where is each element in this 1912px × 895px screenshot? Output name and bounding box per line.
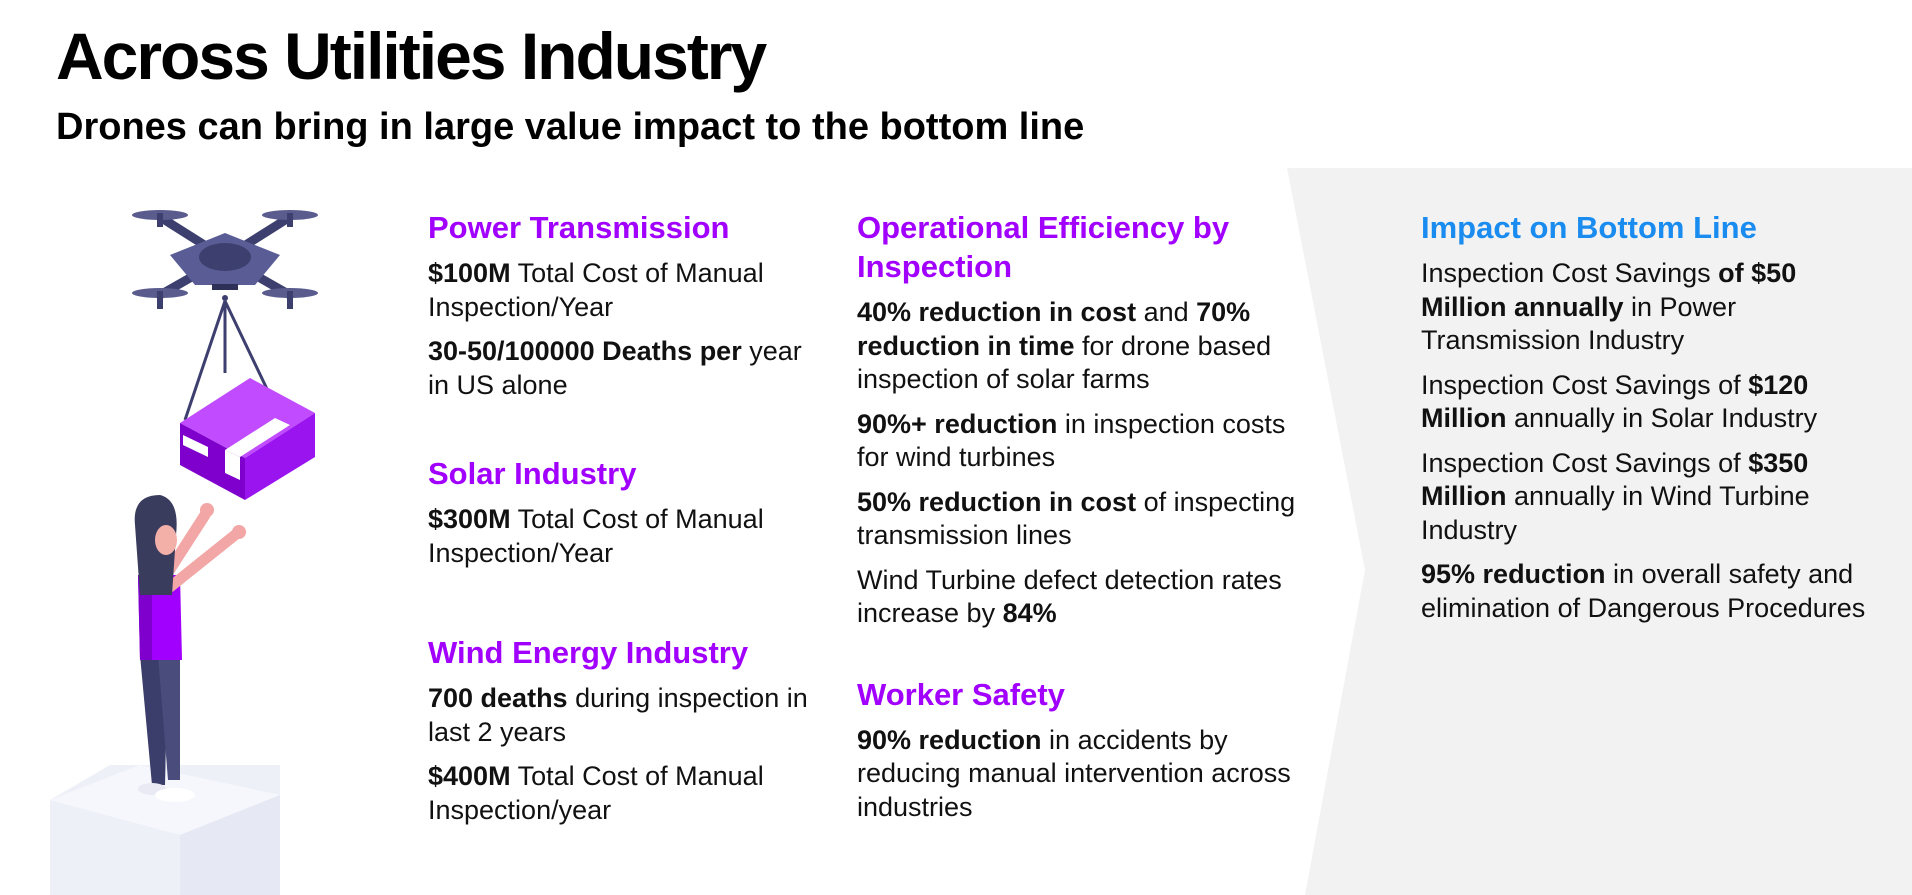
wind-turbine-reduction-text: 90%+ reduction in inspection costs for w… — [857, 408, 1286, 473]
solar-savings-text: Inspection Cost Savings of $120 Million … — [1421, 369, 1818, 434]
transmission-reduction-text: 50% reduction in cost of inspecting tran… — [857, 486, 1296, 551]
wind-cost-text: $400M Total Cost of Manual Inspection/ye… — [428, 761, 764, 825]
person-icon — [134, 495, 246, 802]
solar-industry-heading: Solar Industry — [428, 456, 637, 491]
bottom-line-heading: Impact on Bottom Line — [1421, 210, 1757, 245]
solar-reduction-text: 40% reduction in cost and 70% reduction … — [857, 297, 1272, 394]
solar-cost-text: $300M Total Cost of Manual Inspection/Ye… — [428, 504, 764, 568]
wind-energy-section: Wind Energy Industry 700 deaths during i… — [428, 633, 818, 827]
page-title: Across Utilities Industry — [56, 19, 767, 93]
drone-icon — [132, 210, 318, 309]
power-savings-text: Inspection Cost Savings of $50 Million a… — [1421, 258, 1797, 355]
industry-costs-column: Power Transmission $100M Total Cost of M… — [428, 208, 818, 838]
solar-industry-section: Solar Industry $300M Total Cost of Manua… — [428, 454, 818, 570]
worker-safety-section: Worker Safety 90% reduction in accidents… — [857, 675, 1297, 825]
power-transmission-heading: Power Transmission — [428, 210, 730, 245]
wind-energy-heading: Wind Energy Industry — [428, 635, 749, 670]
benefits-column: Operational Efficiency by Inspection 40%… — [857, 208, 1297, 835]
power-cost-text: $100M Total Cost of Manual Inspection/Ye… — [428, 258, 764, 322]
accident-reduction-text: 90% reduction in accidents by reducing m… — [857, 724, 1291, 822]
power-deaths-text: 30-50/100000 Deaths per year in US alone — [428, 336, 802, 400]
page-subtitle: Drones can bring in large value impact t… — [56, 106, 1085, 148]
operational-efficiency-heading: Operational Efficiency by Inspection — [857, 210, 1230, 284]
operational-efficiency-section: Operational Efficiency by Inspection 40%… — [857, 208, 1297, 631]
safety-reduction-text: 95% reduction in overall safety and elim… — [1421, 559, 1866, 623]
defect-detection-text: Wind Turbine defect detection rates incr… — [857, 564, 1282, 629]
drone-delivery-illustration — [50, 210, 318, 895]
worker-safety-heading: Worker Safety — [857, 676, 1065, 712]
power-transmission-section: Power Transmission $100M Total Cost of M… — [428, 208, 818, 402]
wind-savings-text: Inspection Cost Savings of $350 Million … — [1421, 447, 1810, 545]
floor-block-icon — [50, 765, 280, 895]
package-box-icon — [180, 378, 315, 500]
wind-deaths-text: 700 deaths during inspection in last 2 y… — [428, 683, 808, 747]
bottom-line-column: Impact on Bottom Line Inspection Cost Sa… — [1421, 208, 1881, 636]
